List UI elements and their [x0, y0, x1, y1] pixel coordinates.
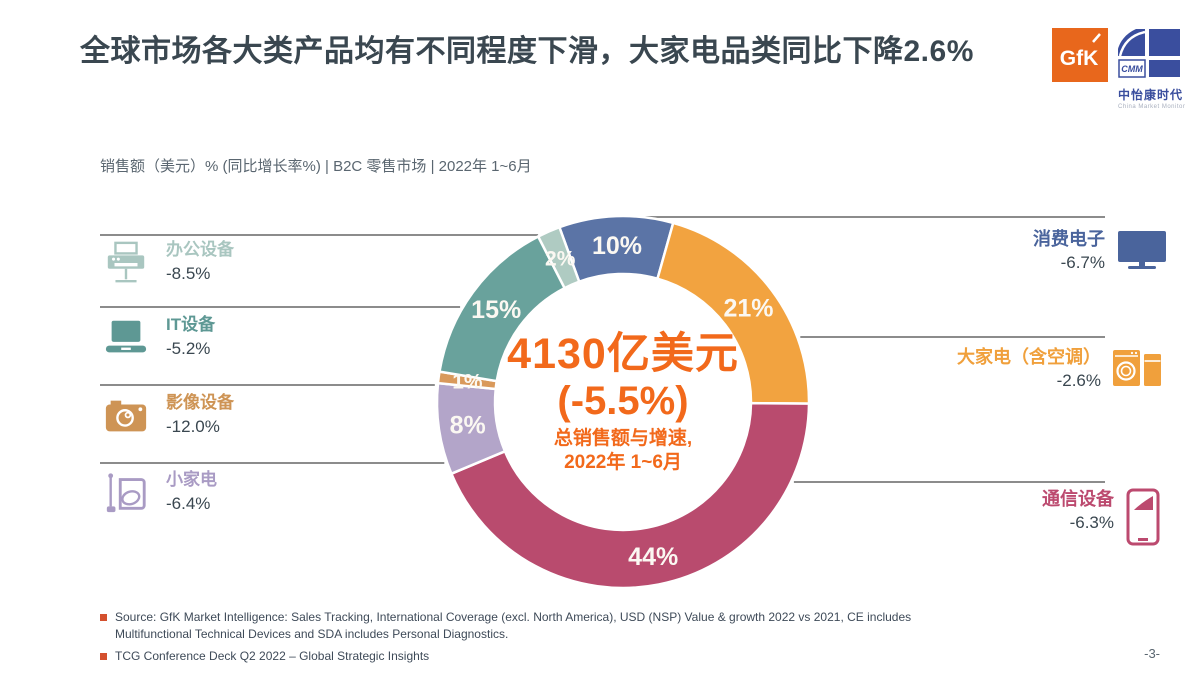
- source-item: Source: GfK Market Intelligence: Sales T…: [100, 609, 955, 643]
- legend-name: 小家电: [166, 470, 217, 489]
- printer-icon: [102, 238, 150, 288]
- legend-growth: -2.6%: [1056, 371, 1101, 390]
- legend-name: 大家电（含空调）: [957, 347, 1101, 367]
- slice-label: 8%: [450, 412, 486, 440]
- donut-segment: [449, 401, 811, 590]
- center-caption-1: 总销售额与增速,: [553, 428, 693, 449]
- legend-name: 办公设备: [166, 240, 234, 259]
- slice-label: 15%: [471, 296, 521, 324]
- slice-label: 44%: [628, 543, 678, 571]
- legend-growth: -6.3%: [1069, 513, 1114, 532]
- legend-item-office-equipment: 办公设备 -8.5%: [102, 238, 234, 288]
- legend-item-imaging-equipment: 影像设备 -12.0%: [102, 391, 234, 441]
- legend-item-it-equipment: IT设备 -5.2%: [102, 313, 215, 363]
- smartphone-icon: [1126, 488, 1160, 546]
- slice-label: 10%: [592, 232, 642, 260]
- small-appliance-icon: [102, 468, 150, 518]
- donut-center-label: 4130亿美元 (-5.5%) 总销售额与增速, 2022年 1~6月: [453, 330, 793, 475]
- donut-segment: [536, 225, 581, 290]
- bullet-icon: [100, 614, 107, 621]
- source-text: TCG Conference Deck Q2 2022 – Global Str…: [115, 649, 430, 663]
- slice-label: 21%: [723, 294, 773, 322]
- legend-name: IT设备: [166, 315, 216, 334]
- center-caption-2: 2022年 1~6月: [564, 452, 682, 473]
- legend-growth: -8.5%: [166, 264, 211, 283]
- legend-growth: -12.0%: [166, 417, 220, 436]
- slice-label: 1%: [452, 371, 483, 394]
- slice-label: 2%: [545, 247, 576, 270]
- legend-growth: -6.4%: [166, 494, 211, 513]
- laptop-icon: [102, 313, 150, 363]
- bullet-icon: [100, 653, 107, 660]
- page-number: -3-: [1144, 646, 1160, 661]
- gfk-logo-text: GfK: [1060, 47, 1099, 70]
- washer-fridge-icon: [1113, 346, 1167, 393]
- legend-item-major-appliances: 大家电（含空调） -2.6%: [957, 346, 1167, 393]
- cmm-logo-cn: 中怡康时代: [1118, 88, 1184, 102]
- legend-name: 通信设备: [1042, 489, 1114, 509]
- cmm-logo-en: China Market Monitor: [1118, 104, 1186, 110]
- legend-item-consumer-electronics: 消费电子 -6.7%: [1033, 228, 1167, 275]
- source-item: TCG Conference Deck Q2 2022 – Global Str…: [100, 648, 955, 665]
- cmm-logo: CMM 中怡康时代 China Market Monitor: [1118, 29, 1186, 110]
- page-title: 全球市场各大类产品均有不同程度下滑，大家电品类同比下降2.6%: [80, 35, 974, 68]
- gfk-logo-mark: GfK: [1060, 33, 1101, 70]
- cmm-logo-text: CMM: [1121, 64, 1143, 74]
- legend-item-small-appliances: 小家电 -6.4%: [102, 468, 217, 518]
- legend-growth: -5.2%: [166, 339, 211, 358]
- legend-growth: -6.7%: [1060, 253, 1105, 272]
- legend-item-communication-equipment: 通信设备 -6.3%: [1042, 488, 1160, 546]
- chart-subtitle: 销售额（美元）% (同比增长率%) | B2C 零售市场 | 2022年 1~6…: [100, 158, 532, 175]
- source-text: Source: GfK Market Intelligence: Sales T…: [115, 610, 912, 641]
- gfk-logo: GfK: [1052, 28, 1108, 82]
- total-growth: (-5.5%): [557, 379, 689, 423]
- total-value: 4130亿美元: [507, 330, 739, 378]
- legend-name: 影像设备: [166, 393, 234, 412]
- camera-icon: [102, 391, 150, 441]
- legend-name: 消费电子: [1033, 229, 1105, 249]
- tv-icon: [1117, 228, 1167, 275]
- source-notes: Source: GfK Market Intelligence: Sales T…: [100, 609, 955, 670]
- cmm-logo-mark: CMM: [1118, 29, 1180, 78]
